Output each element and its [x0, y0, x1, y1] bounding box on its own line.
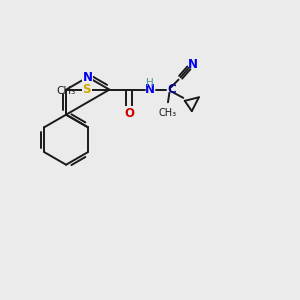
Text: S: S: [82, 83, 91, 96]
Text: N: N: [188, 58, 197, 71]
Text: CH₃: CH₃: [56, 86, 76, 96]
Text: N: N: [83, 71, 93, 84]
Text: CH₃: CH₃: [159, 108, 177, 118]
Text: O: O: [124, 107, 134, 120]
Text: N: N: [145, 83, 155, 96]
Text: C: C: [167, 83, 176, 96]
Text: H: H: [146, 78, 154, 88]
